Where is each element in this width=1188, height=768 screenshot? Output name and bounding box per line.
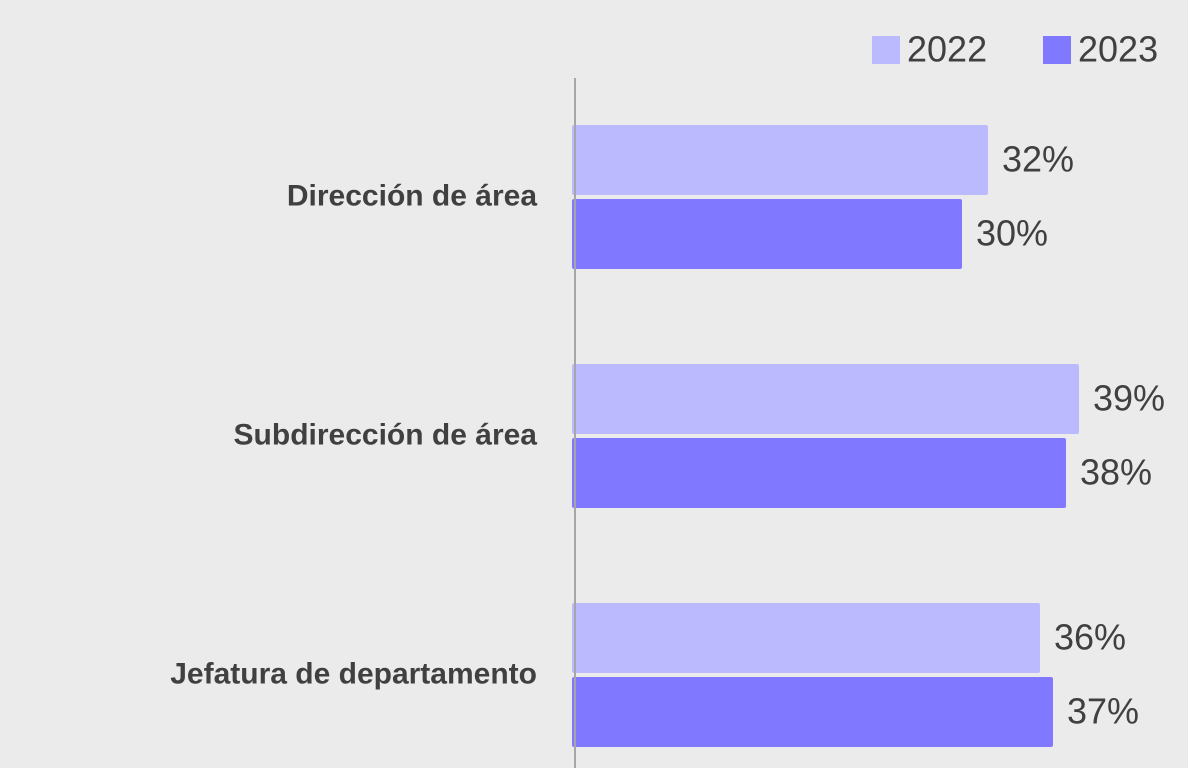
bar xyxy=(572,603,1040,673)
legend-swatch xyxy=(1043,36,1071,64)
bar xyxy=(572,199,962,269)
legend-swatch xyxy=(872,36,900,64)
value-label: 37% xyxy=(1067,691,1139,732)
value-label: 36% xyxy=(1054,617,1126,658)
bar xyxy=(572,677,1053,747)
category-label: Jefatura de departamento xyxy=(170,657,537,690)
value-label: 30% xyxy=(976,213,1048,254)
legend-label: 2022 xyxy=(907,29,987,70)
value-label: 32% xyxy=(1002,139,1074,180)
legend-label: 2023 xyxy=(1078,29,1158,70)
category-label: Subdirección de área xyxy=(234,418,538,451)
value-label: 38% xyxy=(1080,452,1152,493)
category-label: Dirección de área xyxy=(287,179,537,212)
bar xyxy=(572,438,1066,508)
bar xyxy=(572,364,1079,434)
bar xyxy=(572,125,988,195)
value-label: 39% xyxy=(1093,378,1165,419)
